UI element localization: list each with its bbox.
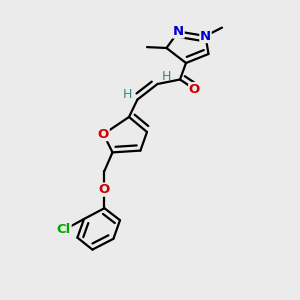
Text: N: N (200, 29, 211, 43)
Text: O: O (99, 183, 110, 196)
Text: Cl: Cl (57, 223, 71, 236)
Text: O: O (98, 128, 109, 141)
Text: H: H (162, 70, 171, 83)
Text: H: H (123, 88, 133, 101)
Text: O: O (189, 82, 200, 96)
Text: N: N (173, 25, 184, 38)
